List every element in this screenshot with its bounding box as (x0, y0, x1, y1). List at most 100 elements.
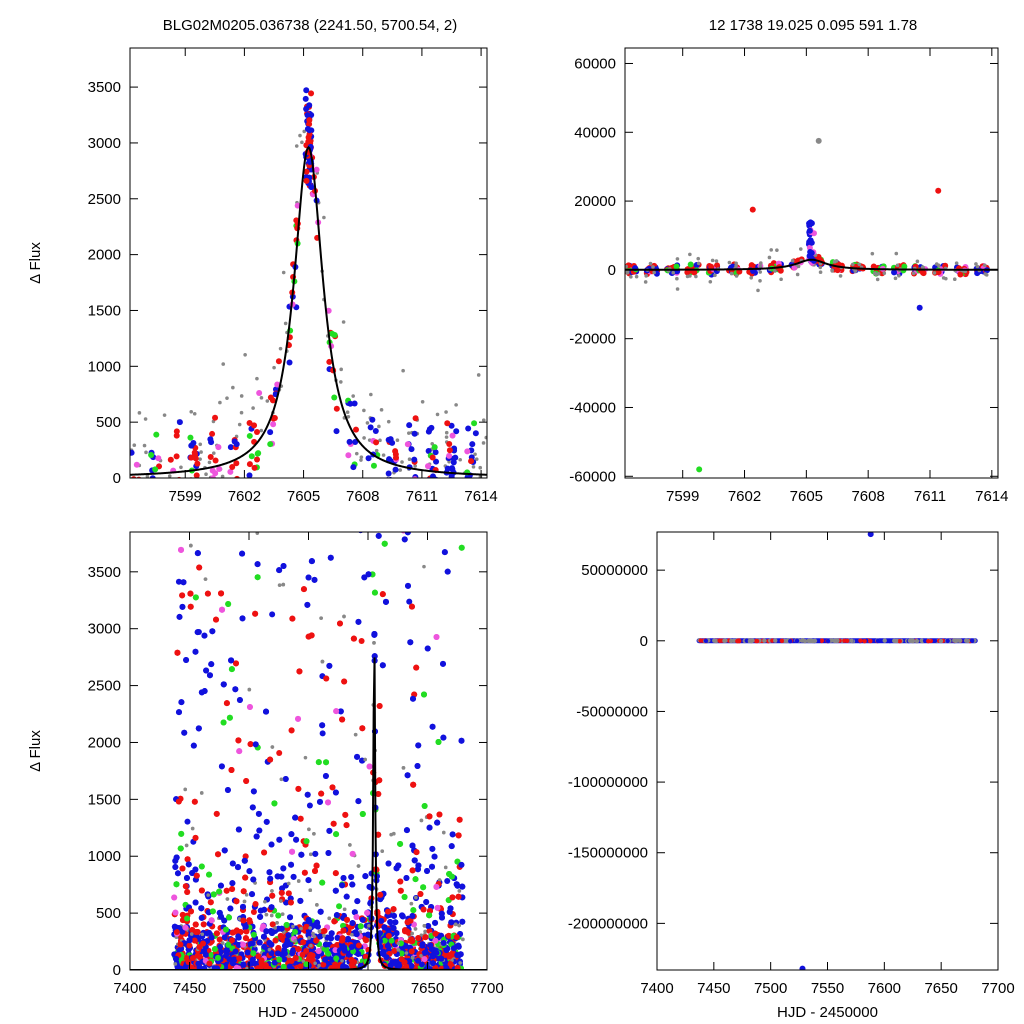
data-point (172, 909, 179, 916)
data-point (308, 558, 315, 565)
data-point (420, 906, 427, 913)
data-point (415, 935, 422, 942)
data-point (274, 381, 281, 388)
data-point (153, 431, 160, 438)
y-tick-label: 2500 (88, 191, 121, 208)
x-axis-label: HJD - 2450000 (777, 1004, 878, 1021)
data-point (274, 950, 281, 957)
data-point (339, 367, 343, 372)
data-point (444, 430, 449, 435)
data-point (183, 787, 188, 792)
data-point (281, 270, 286, 275)
data-point (316, 798, 323, 805)
y-tick-label: 1500 (88, 791, 121, 808)
x-tick-label: 7608 (346, 488, 379, 505)
data-point (261, 943, 268, 950)
data-point (410, 483, 414, 487)
data-point (629, 275, 633, 279)
data-point (186, 942, 193, 949)
data-point (325, 849, 332, 856)
data-point (413, 664, 420, 671)
data-point (868, 638, 873, 644)
data-point (179, 603, 186, 610)
data-point (401, 959, 408, 966)
data-point (276, 836, 283, 843)
data-point (319, 616, 323, 620)
data-point (233, 898, 240, 905)
data-point (829, 638, 835, 643)
data-point (932, 271, 937, 275)
data-point (130, 476, 137, 478)
data-point (434, 904, 441, 911)
data-point (311, 576, 318, 583)
data-point (385, 932, 392, 939)
data-point (304, 601, 311, 608)
data-point (192, 455, 199, 462)
data-point (198, 887, 205, 894)
data-point (246, 432, 253, 439)
data-point (426, 426, 433, 433)
data-point (794, 638, 800, 644)
data-point (290, 873, 297, 880)
data-point (446, 440, 453, 447)
data-point (469, 441, 476, 448)
data-point (196, 564, 203, 571)
data-point (648, 261, 653, 266)
data-point (362, 953, 369, 960)
data-point (277, 934, 284, 941)
data-point (233, 460, 240, 467)
data-point (444, 420, 451, 427)
data-point (270, 745, 275, 749)
data-point (241, 857, 248, 864)
plot-frame (624, 47, 999, 479)
data-point (198, 863, 205, 870)
y-tick-label: -50000000 (576, 703, 648, 720)
data-point (304, 791, 311, 798)
data-point (312, 850, 319, 857)
data-point (806, 227, 813, 234)
data-point (188, 454, 195, 461)
data-point (182, 883, 189, 890)
y-tick-label: -150000000 (568, 845, 648, 862)
data-point (267, 441, 274, 448)
data-point (381, 453, 386, 457)
data-point (263, 818, 270, 825)
data-point (355, 942, 362, 949)
data-point (308, 926, 312, 930)
data-point (419, 818, 424, 823)
data-point (944, 276, 948, 281)
x-tick-label: 7550 (811, 980, 844, 997)
data-point (364, 931, 371, 938)
data-point (279, 899, 283, 903)
data-point (835, 638, 840, 643)
data-point (323, 946, 330, 953)
data-point (288, 861, 295, 868)
data-point (193, 872, 200, 879)
data-point (173, 962, 178, 966)
data-point (424, 867, 431, 874)
plot-frame (129, 47, 488, 479)
data-point (236, 955, 243, 962)
data-point (446, 452, 453, 459)
data-point (698, 638, 703, 643)
data-point (432, 937, 439, 944)
data-point (365, 421, 370, 425)
data-point (432, 930, 439, 937)
data-point (756, 288, 760, 293)
data-point (380, 948, 387, 955)
data-point (278, 346, 283, 351)
data-point (424, 463, 431, 470)
data-point (179, 911, 186, 918)
data-point (179, 592, 186, 599)
data-point (312, 831, 316, 836)
data-point (194, 952, 201, 959)
data-point (412, 876, 419, 883)
data-point (415, 862, 422, 869)
data-point (919, 638, 924, 643)
data-point (410, 931, 414, 936)
data-point (897, 273, 901, 278)
data-point (634, 274, 639, 279)
data-point (235, 942, 242, 949)
data-point (402, 943, 409, 950)
y-tick-label: 1000 (88, 358, 121, 375)
